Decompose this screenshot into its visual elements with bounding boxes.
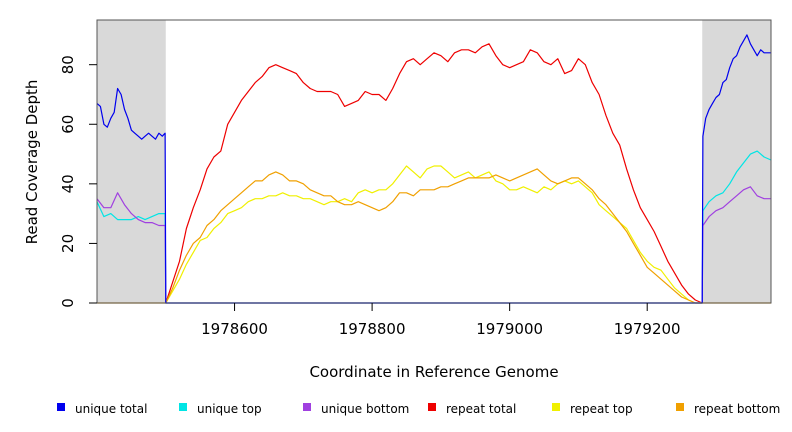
y-axis-label: Read Coverage Depth	[23, 80, 41, 245]
shaded-region-0	[97, 20, 166, 303]
legend: unique total unique top unique bottom repea…	[57, 402, 780, 416]
y-axis: 0 20 40 60 80	[59, 55, 97, 308]
plot-frame	[96, 19, 772, 304]
x-tick-label: 1978600	[201, 320, 268, 338]
x-tick-label: 1979000	[476, 320, 543, 338]
legend-label: repeat top	[570, 402, 633, 416]
y-tick-label: 40	[59, 174, 77, 193]
legend-label: repeat total	[446, 402, 516, 416]
shaded-region-1	[702, 20, 771, 303]
legend-label: repeat bottom	[694, 402, 780, 416]
x-tick-label: 1978800	[339, 320, 406, 338]
legend-swatch-repeat-bottom	[676, 403, 684, 411]
legend-swatch-unique-total	[57, 403, 65, 411]
x-axis-label: Coordinate in Reference Genome	[309, 363, 558, 381]
series-line-repeat-top	[165, 165, 703, 304]
x-tick-label: 1979200	[614, 320, 681, 338]
y-tick-label: 20	[59, 234, 77, 253]
legend-label: unique top	[197, 402, 262, 416]
legend-swatch-unique-top	[179, 403, 187, 411]
shaded-regions	[97, 20, 771, 303]
series-line-repeat-bottom	[97, 168, 771, 304]
y-tick-label: 80	[59, 55, 77, 74]
legend-swatch-repeat-top	[552, 403, 560, 411]
x-axis: 1978600 1978800 1979000 1979200	[201, 303, 681, 338]
legend-label: unique total	[75, 402, 147, 416]
series-line-repeat-total	[165, 43, 703, 304]
legend-swatch-unique-bottom	[303, 403, 311, 411]
y-tick-label: 0	[59, 298, 77, 308]
legend-swatch-repeat-total	[428, 403, 436, 411]
legend-label: unique bottom	[321, 402, 409, 416]
y-tick-label: 60	[59, 115, 77, 134]
